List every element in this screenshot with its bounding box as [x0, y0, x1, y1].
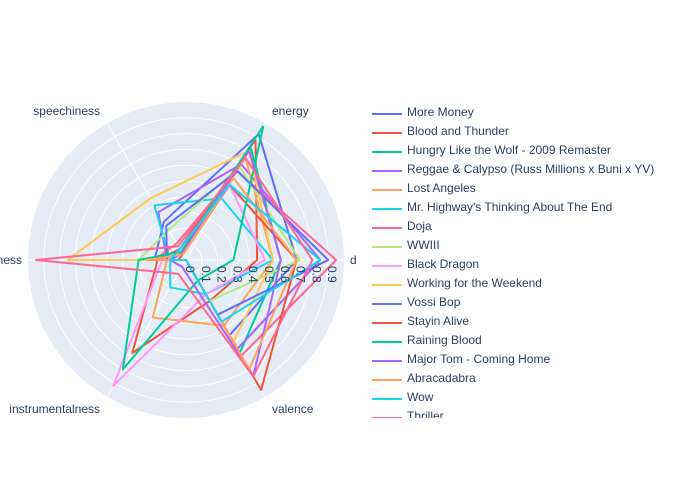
axis-label-instrumentalness: instrumentalness: [9, 402, 100, 416]
series-line-15: [169, 183, 322, 323]
radial-tick-label: 0.6: [278, 266, 292, 283]
legend-item[interactable]: Reggae & Calypso (Russ Millions x Buni x…: [372, 161, 692, 180]
legend-label: Vossi Bop: [407, 295, 461, 309]
axis-label-valence: valence: [272, 402, 314, 416]
legend-swatch: [372, 322, 402, 324]
legend-swatch: [372, 303, 402, 305]
legend-swatch: [372, 151, 402, 153]
radial-tick-label: 0.4: [246, 266, 260, 283]
axis-label-danceability: d: [350, 253, 357, 267]
legend-label: WWIII: [407, 238, 440, 252]
legend-item[interactable]: Major Tom - Coming Home: [372, 351, 692, 370]
legend-swatch: [372, 189, 402, 191]
legend-label: Wow: [407, 390, 434, 404]
legend-swatch: [372, 227, 402, 229]
legend-item[interactable]: Wow: [372, 389, 692, 408]
legend-swatch: [372, 417, 402, 418]
series-traces: [34, 125, 338, 391]
angular-gridline: [106, 259, 187, 398]
legend-item[interactable]: Hungry Like the Wolf - 2009 Remaster: [372, 142, 692, 161]
legend-item[interactable]: Stayin Alive: [372, 313, 692, 332]
legend-item[interactable]: More Money: [372, 104, 692, 123]
angular-axis: energy d valence instrumentalness liveness sp…: [0, 104, 357, 416]
legend-swatch: [372, 265, 402, 267]
radial-tick-label: 0.2: [215, 266, 229, 283]
legend-swatch: [372, 360, 402, 362]
legend: More Money Blood and Thunder Hungry Like t…: [372, 104, 692, 418]
legend-swatch: [372, 341, 402, 343]
legend-item[interactable]: Blood and Thunder: [372, 123, 692, 142]
axis-label-energy: energy: [272, 104, 309, 118]
legend-label: Abracadabra: [407, 371, 476, 385]
legend-label: Blood and Thunder: [407, 124, 509, 138]
legend-label: Doja: [407, 219, 432, 233]
radial-tick-label: 0.8: [309, 266, 323, 283]
legend-label: Black Dragon: [407, 257, 480, 271]
legend-swatch: [372, 170, 402, 172]
legend-item[interactable]: Abracadabra: [372, 370, 692, 389]
legend-item[interactable]: Black Dragon: [372, 256, 692, 275]
legend-swatch: [372, 379, 402, 381]
legend-item[interactable]: Thriller: [372, 408, 692, 418]
legend-label: Stayin Alive: [407, 314, 470, 328]
legend-label: More Money: [407, 105, 474, 119]
legend-label: Hungry Like the Wolf - 2009 Remaster: [407, 143, 611, 157]
series-line-13: [169, 149, 282, 378]
angular-gridline: [106, 122, 187, 261]
legend-label: Thriller: [407, 409, 444, 418]
legend-label: Reggae & Calypso (Russ Millions x Buni x…: [407, 162, 655, 176]
radial-tick-label: 0.5: [262, 266, 276, 283]
legend-label: Raining Blood: [407, 333, 482, 347]
legend-item[interactable]: WWIII: [372, 237, 692, 256]
radial-tick-label: 0: [183, 266, 197, 273]
radial-tick-label: 0.3: [230, 266, 244, 283]
legend-item[interactable]: Mr. Highway's Thinking About The End: [372, 199, 692, 218]
axis-label-speechiness: speechiness: [33, 104, 100, 118]
legend-swatch: [372, 246, 402, 248]
radial-tick-label: 0.1: [199, 266, 213, 283]
legend-item[interactable]: Lost Angeles: [372, 180, 692, 199]
legend-item[interactable]: Working for the Weekend: [372, 275, 692, 294]
legend-swatch: [372, 113, 402, 115]
series-line-16: [34, 156, 314, 378]
legend-item[interactable]: Raining Blood: [372, 332, 692, 351]
legend-item[interactable]: Vossi Bop: [372, 294, 692, 313]
radial-tick-label: 0.7: [294, 266, 308, 283]
legend-swatch: [372, 132, 402, 134]
radial-axis-ticks: 0 0.1 0.2 0.3 0.4 0.5 0.6 0.7 0.8 0.9: [183, 266, 339, 283]
legend-label: Working for the Weekend: [407, 276, 542, 290]
axis-label-liveness: liveness: [0, 253, 22, 267]
series-line-12: [121, 125, 265, 371]
legend-swatch: [372, 284, 402, 286]
legend-swatch: [372, 208, 402, 210]
legend-swatch: [372, 398, 402, 400]
legend-label: Lost Angeles: [407, 181, 476, 195]
legend-label: Major Tom - Coming Home: [407, 352, 551, 366]
legend-item[interactable]: Doja: [372, 218, 692, 237]
legend-label: Mr. Highway's Thinking About The End: [407, 200, 613, 214]
radial-tick-label: 0.9: [325, 266, 339, 283]
